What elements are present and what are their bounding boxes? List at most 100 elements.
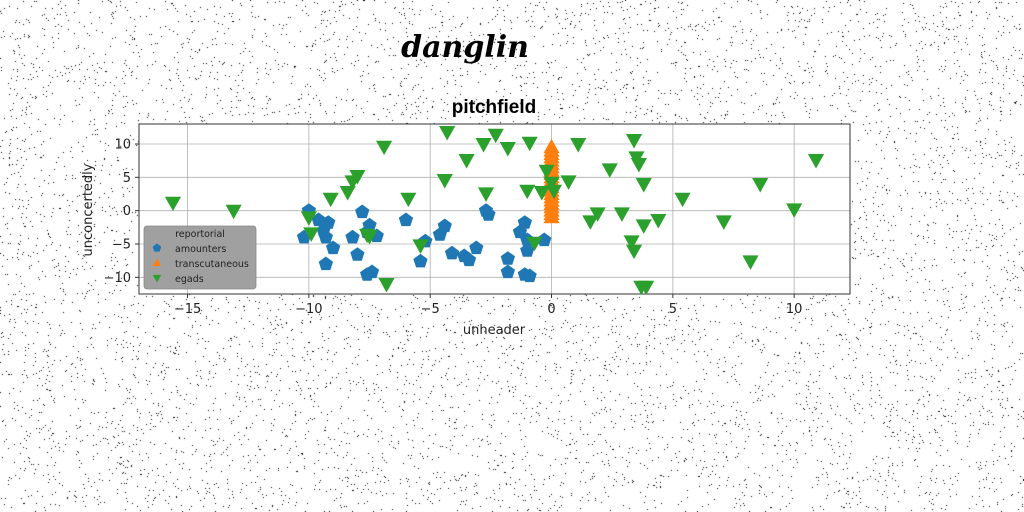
data-point-egads [475,138,492,153]
data-point-egads [361,230,378,245]
data-point-amounters [398,212,414,227]
data-point-amounters [444,245,460,260]
data-point-egads [436,174,453,189]
data-point-amounters [350,247,365,261]
data-point-egads [499,142,516,157]
plot-area-frame [138,123,851,295]
data-point-amounters [537,232,552,247]
data-point-transcutaneous [543,138,560,154]
data-point-amounters [520,243,535,257]
data-point-egads [412,239,429,254]
data-point-amounters [318,256,333,271]
data-point-egads [715,215,732,230]
data-point-amounters [318,229,333,244]
legend: reportorial amounters transcutaneous egads [143,225,257,290]
data-point-egads [378,278,395,293]
data-point-egads [582,215,599,230]
data-point-amounters [362,217,377,232]
series-egads [164,126,825,296]
data-point-egads [635,178,652,193]
data-point-egads [164,196,182,212]
x-tick-label: 5 [669,302,677,317]
x-axis-label: unheader [463,323,526,338]
y-tick-label: 10 [114,138,131,153]
legend-label-transcutaneous: transcutaneous [175,259,249,270]
y-tick-label: 0 [123,204,131,219]
data-point-amounters [500,251,515,265]
data-point-egads [487,128,504,144]
legend-marker-egads [152,274,162,283]
data-point-egads [376,140,393,156]
data-point-amounters [360,267,375,281]
data-point-egads [303,227,320,242]
data-point-egads [613,207,630,222]
data-point-amounters [437,218,452,233]
data-point-amounters [500,264,515,279]
x-tick-label: 0 [547,302,555,317]
data-point-amounters [481,207,496,221]
data-point-amounters [469,240,484,255]
data-point-amounters [321,215,336,229]
data-point-egads [638,280,655,296]
y-tick-label: −10 [104,271,131,286]
data-point-egads [543,176,560,192]
data-point-egads [477,187,495,202]
legend-marker-amounters [152,243,162,252]
legend-title: reportorial [175,229,225,240]
data-point-amounters [413,253,428,268]
axis-ticks: −15 −10 −5 0 5 10 −10 −5 0 5 10 [104,138,803,318]
data-point-egads [625,244,643,260]
y-tick-label: 5 [123,171,131,186]
data-point-egads [589,207,606,222]
data-point-egads [560,175,577,190]
x-tick-label: −5 [421,302,440,317]
figure-title: danglin [401,30,529,65]
data-point-egads [526,236,543,252]
data-point-egads [601,163,618,178]
data-point-egads [533,186,550,201]
data-point-egads [339,186,356,201]
grid-lines [139,124,850,294]
data-point-egads [521,136,538,152]
data-point-egads [322,192,339,208]
data-point-egads [545,184,563,200]
legend-entries: amounters transcutaneous egads [152,243,249,285]
legend-box [143,225,257,290]
data-points [164,126,825,296]
chart-title: pitchfield [452,97,536,118]
data-point-egads [538,164,555,180]
legend-marker-transcutaneous [152,258,162,267]
x-tick-label: 10 [786,302,803,317]
data-point-egads [225,204,242,220]
data-point-egads [630,158,647,173]
data-point-amounters [345,229,360,244]
data-point-amounters [326,240,341,255]
data-point-egads [674,192,691,208]
x-tick-label: −15 [174,302,201,317]
data-point-egads [458,154,475,169]
y-axis-label: unconcertedly [81,163,96,256]
data-point-amounters [517,215,532,229]
data-point-egads [519,184,536,200]
data-point-egads [570,138,587,153]
data-point-amounters [355,204,370,219]
data-point-egads [625,134,643,149]
x-tick-label: −10 [295,302,322,317]
data-point-egads [349,170,366,185]
data-point-egads [807,154,825,169]
legend-label-egads: egads [175,274,204,285]
data-point-egads [650,214,667,229]
data-point-egads [400,192,417,208]
data-point-egads [786,203,803,218]
data-point-amounters [461,252,477,267]
data-point-egads [752,178,769,193]
data-point-egads [623,235,640,250]
data-point-egads [439,126,456,141]
data-point-egads [635,219,652,234]
data-point-egads [300,211,317,226]
y-tick-label: −5 [112,238,131,253]
data-point-amounters [522,268,537,283]
data-point-egads [742,255,759,270]
legend-label-amounters: amounters [175,244,226,255]
